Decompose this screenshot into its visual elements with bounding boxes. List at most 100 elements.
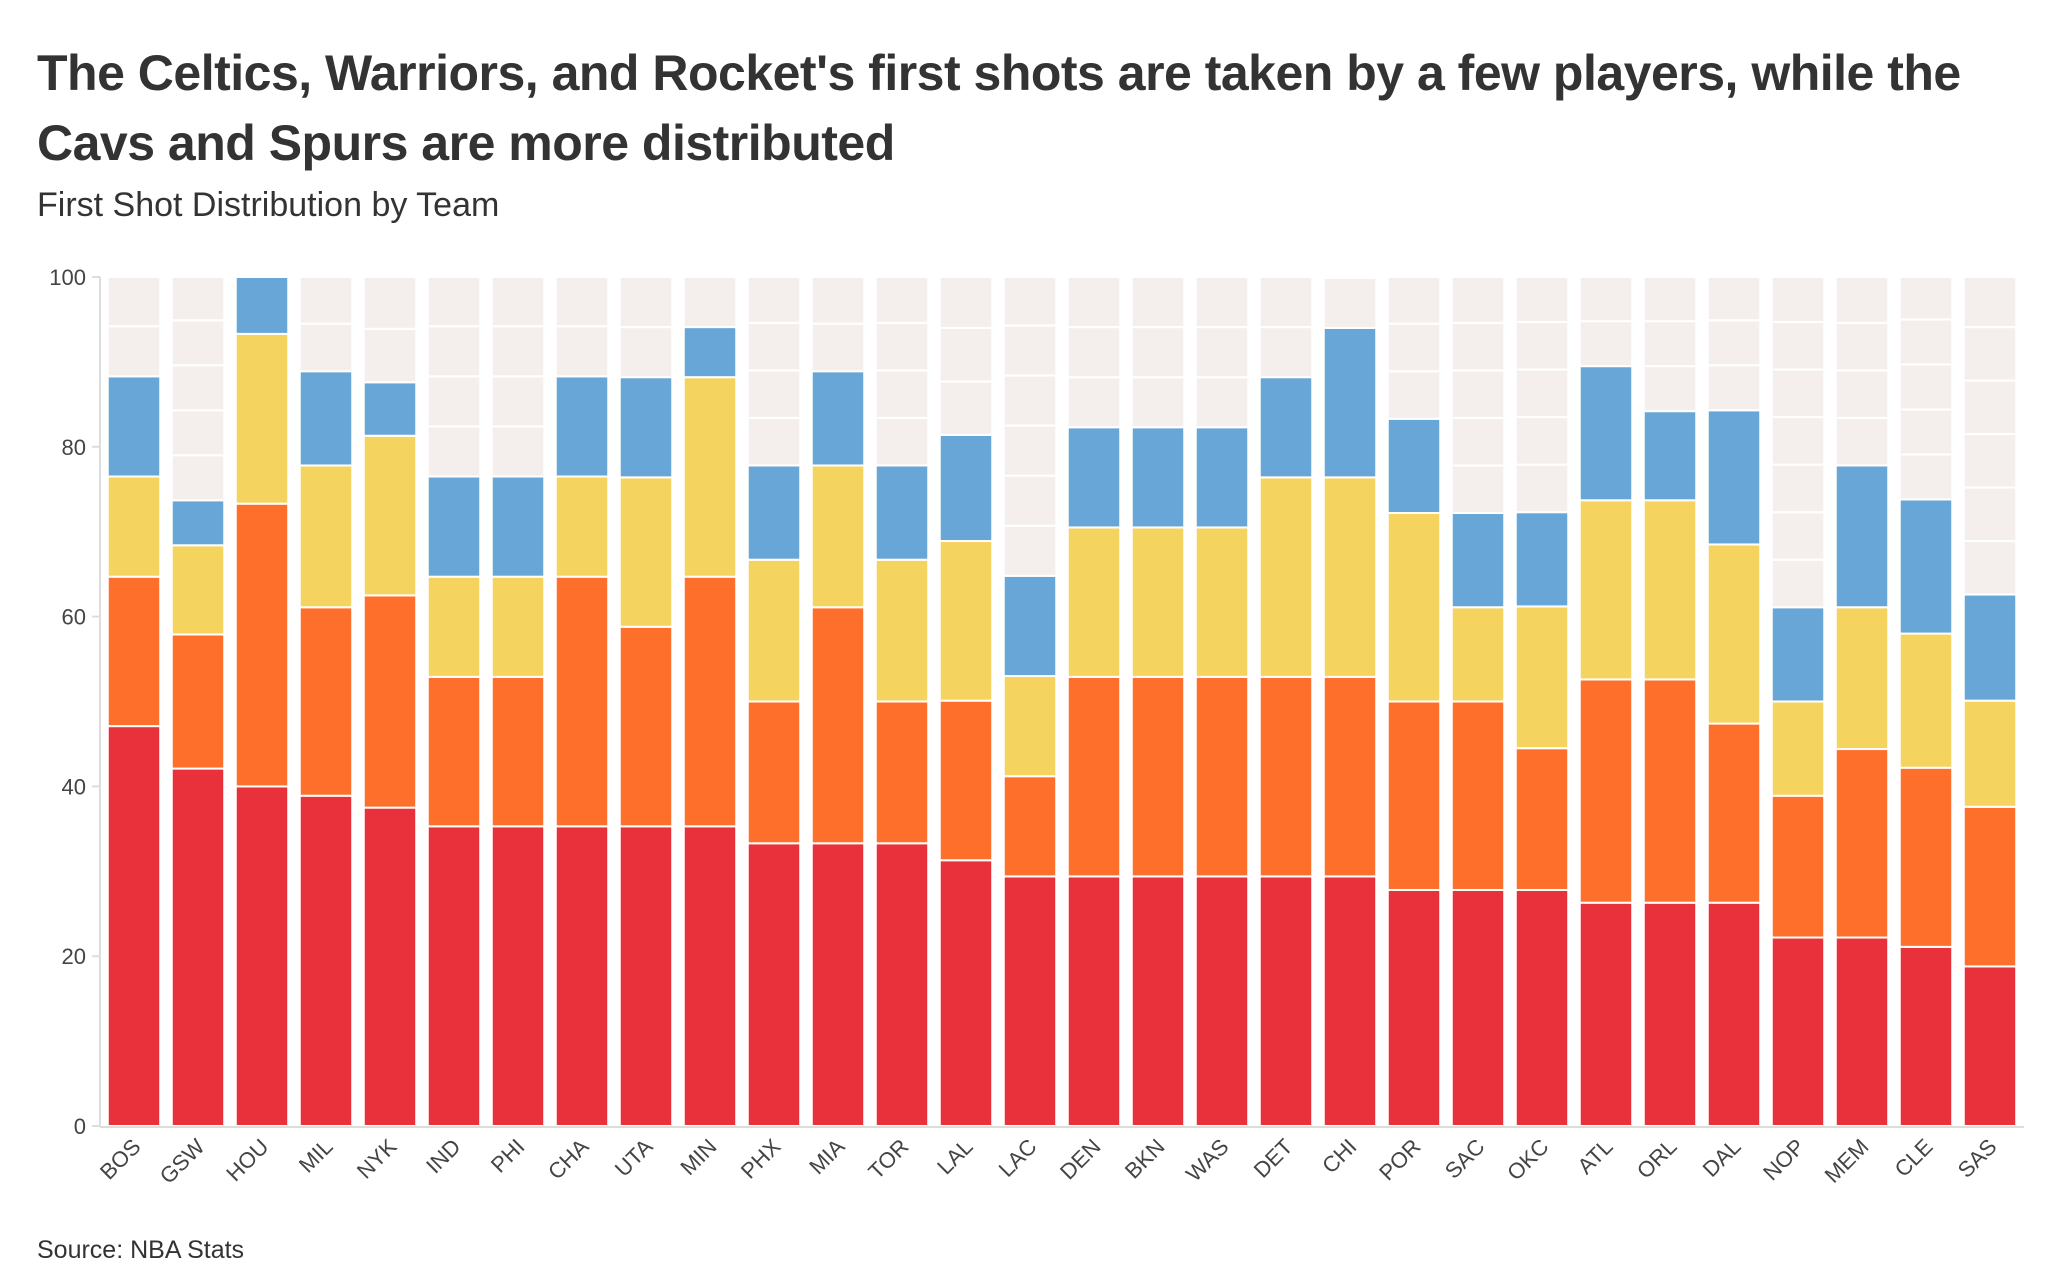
- bar-segment-player4: [1322, 326, 1378, 479]
- bar-segment-other: [1130, 326, 1186, 379]
- bar-segment-player2: [1258, 675, 1314, 878]
- bar-segment-player4: [106, 375, 162, 478]
- bar-segment-player4: [1578, 365, 1634, 502]
- x-tick-label: MEM: [1820, 1134, 1874, 1188]
- bar-segment-player4: [554, 375, 610, 478]
- bar-segment-other: [1706, 276, 1762, 322]
- bar-segment-player2: [1386, 700, 1442, 891]
- bar-segment-other: [1066, 376, 1122, 429]
- bar-segment-other: [746, 416, 802, 467]
- bar-segment-other: [1194, 376, 1250, 429]
- bar-segment-player4: [810, 370, 866, 467]
- x-tick-label: NOP: [1758, 1134, 1809, 1185]
- bar-segment-other: [746, 321, 802, 372]
- x-axis: BOS GSW HOU MIL NYK IND PHI CHA UTA MIN PHX MIA TOR L…: [95, 1126, 2024, 1189]
- bar-segment-other: [490, 276, 546, 328]
- bar-segment-other: [1898, 408, 1954, 456]
- bar-segment-other: [1450, 464, 1506, 515]
- bar-segment-player4: [618, 376, 674, 479]
- x-tick-label: IND: [421, 1134, 465, 1178]
- bar-segment-player3: [1450, 606, 1506, 703]
- bar-segment-other: [106, 325, 162, 378]
- bar-segment-other: [1002, 324, 1058, 377]
- bar-segment-player2: [106, 575, 162, 728]
- bar-segment-player2: [618, 625, 674, 828]
- bar-segment-other: [1834, 321, 1890, 372]
- bar-segment-player3: [618, 476, 674, 628]
- bar-segment-player2: [1130, 675, 1186, 878]
- bar-segment-player4: [1898, 498, 1954, 635]
- bar-segment-other: [1770, 463, 1826, 514]
- bar-segment-other: [938, 380, 994, 436]
- bar-segment-player4: [426, 475, 482, 578]
- bar-segment-player3: [490, 575, 546, 678]
- bar-segment-player4: [938, 433, 994, 543]
- bar-segment-player2: [938, 699, 994, 862]
- x-tick-label: GSW: [155, 1134, 210, 1189]
- bar-segment-other: [490, 375, 546, 428]
- bar-segment-player1: [1898, 945, 1954, 1128]
- bar-segment-other: [1578, 276, 1634, 323]
- bar-segment-player1: [682, 825, 738, 1127]
- bar-segment-other: [1770, 416, 1826, 466]
- x-tick-label: DET: [1249, 1134, 1298, 1183]
- bar-segment-other: [426, 325, 482, 378]
- bar-segment-player2: [1706, 722, 1762, 904]
- bar-segment-other: [490, 325, 546, 378]
- bar-segment-player2: [1322, 675, 1378, 878]
- bar-segment-player3: [1194, 526, 1250, 678]
- y-tick-label: 100: [49, 265, 86, 290]
- bar-segment-other: [1450, 321, 1506, 372]
- bar-segment-player1: [106, 725, 162, 1127]
- bar-segment-other: [1130, 376, 1186, 429]
- bar-segment-other: [1386, 370, 1442, 420]
- bar-segment-other: [1898, 276, 1954, 321]
- bar-segment-other: [1642, 320, 1698, 368]
- bar-segment-player2: [426, 675, 482, 828]
- bar-segment-player1: [1706, 901, 1762, 1128]
- bar-segment-player3: [554, 475, 610, 578]
- bar-segment-other: [618, 276, 674, 329]
- y-tick-label: 60: [62, 605, 86, 630]
- bar-segment-player3: [746, 558, 802, 703]
- bar-segment-player3: [682, 376, 738, 578]
- bar-segment-player4: [1386, 417, 1442, 515]
- bar-segment-other: [1258, 276, 1314, 329]
- bar-segment-player2: [1770, 794, 1826, 939]
- bar-segment-player1: [1258, 875, 1314, 1127]
- bar-segment-player2: [1194, 675, 1250, 878]
- bar-segment-player3: [1962, 699, 2018, 808]
- bar-segment-other: [1514, 416, 1570, 466]
- bar-segment-player2: [1642, 678, 1698, 904]
- bar-segment-other: [1514, 276, 1570, 323]
- bar-segment-other: [170, 409, 226, 457]
- bar-segment-player1: [1642, 901, 1698, 1128]
- x-tick-label: HOU: [221, 1134, 273, 1186]
- bar-segment-other: [554, 276, 610, 328]
- y-tick-label: 20: [62, 944, 86, 969]
- y-tick-label: 40: [62, 774, 86, 799]
- x-tick-label: BKN: [1120, 1134, 1170, 1184]
- bar-segment-other: [1386, 276, 1442, 325]
- bar-segment-player3: [426, 575, 482, 678]
- bar-segment-player4: [170, 499, 226, 547]
- chart-subtitle: First Shot Distribution by Team: [37, 186, 500, 224]
- bar-segment-player2: [746, 700, 802, 845]
- bar-segment-player2: [1834, 748, 1890, 939]
- bar-segment-other: [1706, 364, 1762, 412]
- bar-segment-other: [106, 276, 162, 328]
- bar-segment-other: [874, 276, 930, 324]
- bar-segment-other: [1322, 276, 1378, 329]
- bar-segment-player2: [554, 575, 610, 828]
- y-tick-label: 80: [62, 435, 86, 460]
- bar-segment-other: [1962, 379, 2018, 436]
- bar-segment-player3: [810, 464, 866, 609]
- x-tick-label: LAL: [932, 1134, 977, 1179]
- bar-segment-other: [1706, 319, 1762, 367]
- bar-segment-player2: [1514, 747, 1570, 891]
- bar-segment-other: [1770, 511, 1826, 561]
- bar-segment-other: [1002, 276, 1058, 327]
- bar-segment-player1: [362, 806, 418, 1127]
- bar-segment-player2: [1578, 678, 1634, 904]
